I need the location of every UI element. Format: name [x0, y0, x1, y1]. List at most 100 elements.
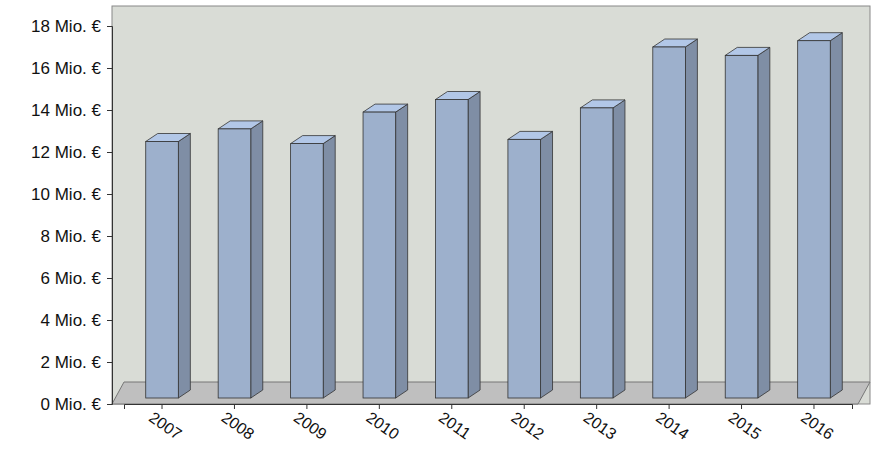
x-tick-label: 2011 [436, 409, 474, 443]
y-tick-mark [107, 26, 112, 27]
y-tick-label: 18 Mio. € [31, 17, 101, 36]
y-tick: 2 Mio. € [41, 353, 112, 372]
bar-group [363, 104, 408, 398]
bar [218, 129, 251, 398]
y-tick-mark [107, 152, 112, 153]
bar-top [363, 104, 408, 112]
y-tick-mark [107, 110, 112, 111]
y-tick-mark [107, 362, 112, 363]
x-tick-mark [524, 404, 525, 409]
bar-group [580, 100, 625, 398]
chart: 0 Mio. € 2 Mio. € 4 Mio. € 6 Mio. € 8 Mio. €… [0, 0, 884, 463]
y-tick: 0 Mio. € [41, 395, 112, 414]
y-tick: 6 Mio. € [41, 269, 112, 288]
bar-group [725, 47, 770, 398]
x-tick-mark [234, 404, 235, 409]
bar-group [218, 121, 263, 398]
y-tick: 12 Mio. € [31, 143, 112, 162]
bar-top [218, 121, 263, 129]
y-tick-mark [107, 194, 112, 195]
y-tick: 14 Mio. € [31, 101, 112, 120]
x-tick: 2007 [146, 404, 185, 443]
bar-side [468, 92, 480, 399]
y-tick: 10 Mio. € [31, 185, 112, 204]
x-tick: 2011 [436, 404, 474, 442]
y-tick-mark [107, 236, 112, 237]
x-tick: 2008 [218, 404, 257, 443]
bars [146, 33, 843, 398]
y-tick-label: 8 Mio. € [41, 227, 102, 246]
bar-top [725, 47, 770, 55]
y-tick-mark [107, 404, 112, 405]
x-tick-label: 2009 [291, 409, 330, 443]
x-tick: 2016 [798, 404, 837, 443]
x-tick: 2009 [291, 404, 330, 443]
bar-side [685, 39, 697, 398]
bar [580, 108, 613, 398]
y-axis: 0 Mio. € 2 Mio. € 4 Mio. € 6 Mio. € 8 Mio. €… [31, 17, 112, 414]
x-tick-mark [379, 404, 380, 409]
plot-background [112, 6, 870, 404]
x-tick-mark [596, 404, 597, 409]
x-tick-label: 2016 [798, 409, 837, 443]
x-tick-mark [813, 404, 814, 409]
bar-group [653, 39, 698, 398]
y-tick-label: 0 Mio. € [41, 395, 102, 414]
x-tick-label: 2008 [218, 409, 257, 443]
bar-top [508, 131, 553, 139]
y-tick-label: 2 Mio. € [41, 353, 102, 372]
bar [435, 100, 468, 399]
x-tick-label: 2014 [653, 409, 692, 443]
x-tick: 2012 [508, 404, 547, 443]
bar [508, 139, 541, 398]
bar-top [435, 92, 480, 100]
y-tick-label: 10 Mio. € [31, 185, 101, 204]
x-tick-mark [306, 404, 307, 409]
bar-side [323, 136, 335, 398]
x-axis: 2007200820092010201120122013201420152016 [125, 404, 853, 443]
y-tick-mark [107, 278, 112, 279]
y-tick: 16 Mio. € [31, 59, 112, 78]
x-tick: 2014 [653, 404, 692, 443]
x-tick-mark [451, 404, 452, 409]
bar-top [653, 39, 698, 47]
bar [291, 144, 324, 398]
x-tick-mark [162, 404, 163, 409]
x-tick-mark [741, 404, 742, 409]
bar-side [541, 131, 553, 398]
bar-side [251, 121, 263, 398]
bar-group [798, 33, 843, 398]
y-tick: 18 Mio. € [31, 17, 112, 36]
bar [725, 55, 758, 398]
bar-group [435, 92, 480, 399]
bar-side [830, 33, 842, 398]
y-tick: 8 Mio. € [41, 227, 112, 246]
x-axis-line [125, 405, 853, 410]
x-tick-mark [669, 404, 670, 409]
y-tick: 4 Mio. € [41, 311, 112, 330]
bar-side [396, 104, 408, 398]
bar-group [291, 136, 336, 398]
bar-group [508, 131, 553, 398]
bar [363, 112, 396, 398]
y-tick-label: 6 Mio. € [41, 269, 102, 288]
x-tick: 2013 [581, 404, 620, 443]
y-tick-label: 4 Mio. € [41, 311, 102, 330]
x-tick-label: 2012 [508, 409, 547, 443]
y-tick-mark [107, 320, 112, 321]
y-tick-label: 14 Mio. € [31, 101, 101, 120]
bar-group [146, 134, 191, 399]
x-tick-label: 2013 [581, 409, 620, 443]
bar-top [291, 136, 336, 144]
x-tick-label: 2010 [363, 409, 402, 443]
bar [798, 41, 831, 398]
y-tick-label: 12 Mio. € [31, 143, 101, 162]
bar-top [146, 134, 191, 142]
bar-side [178, 134, 190, 399]
y-tick-label: 16 Mio. € [31, 59, 101, 78]
bar [146, 142, 179, 399]
x-tick-label: 2007 [146, 409, 185, 443]
x-tick: 2010 [363, 404, 402, 443]
y-axis-line [107, 27, 113, 405]
y-tick-mark [107, 68, 112, 69]
